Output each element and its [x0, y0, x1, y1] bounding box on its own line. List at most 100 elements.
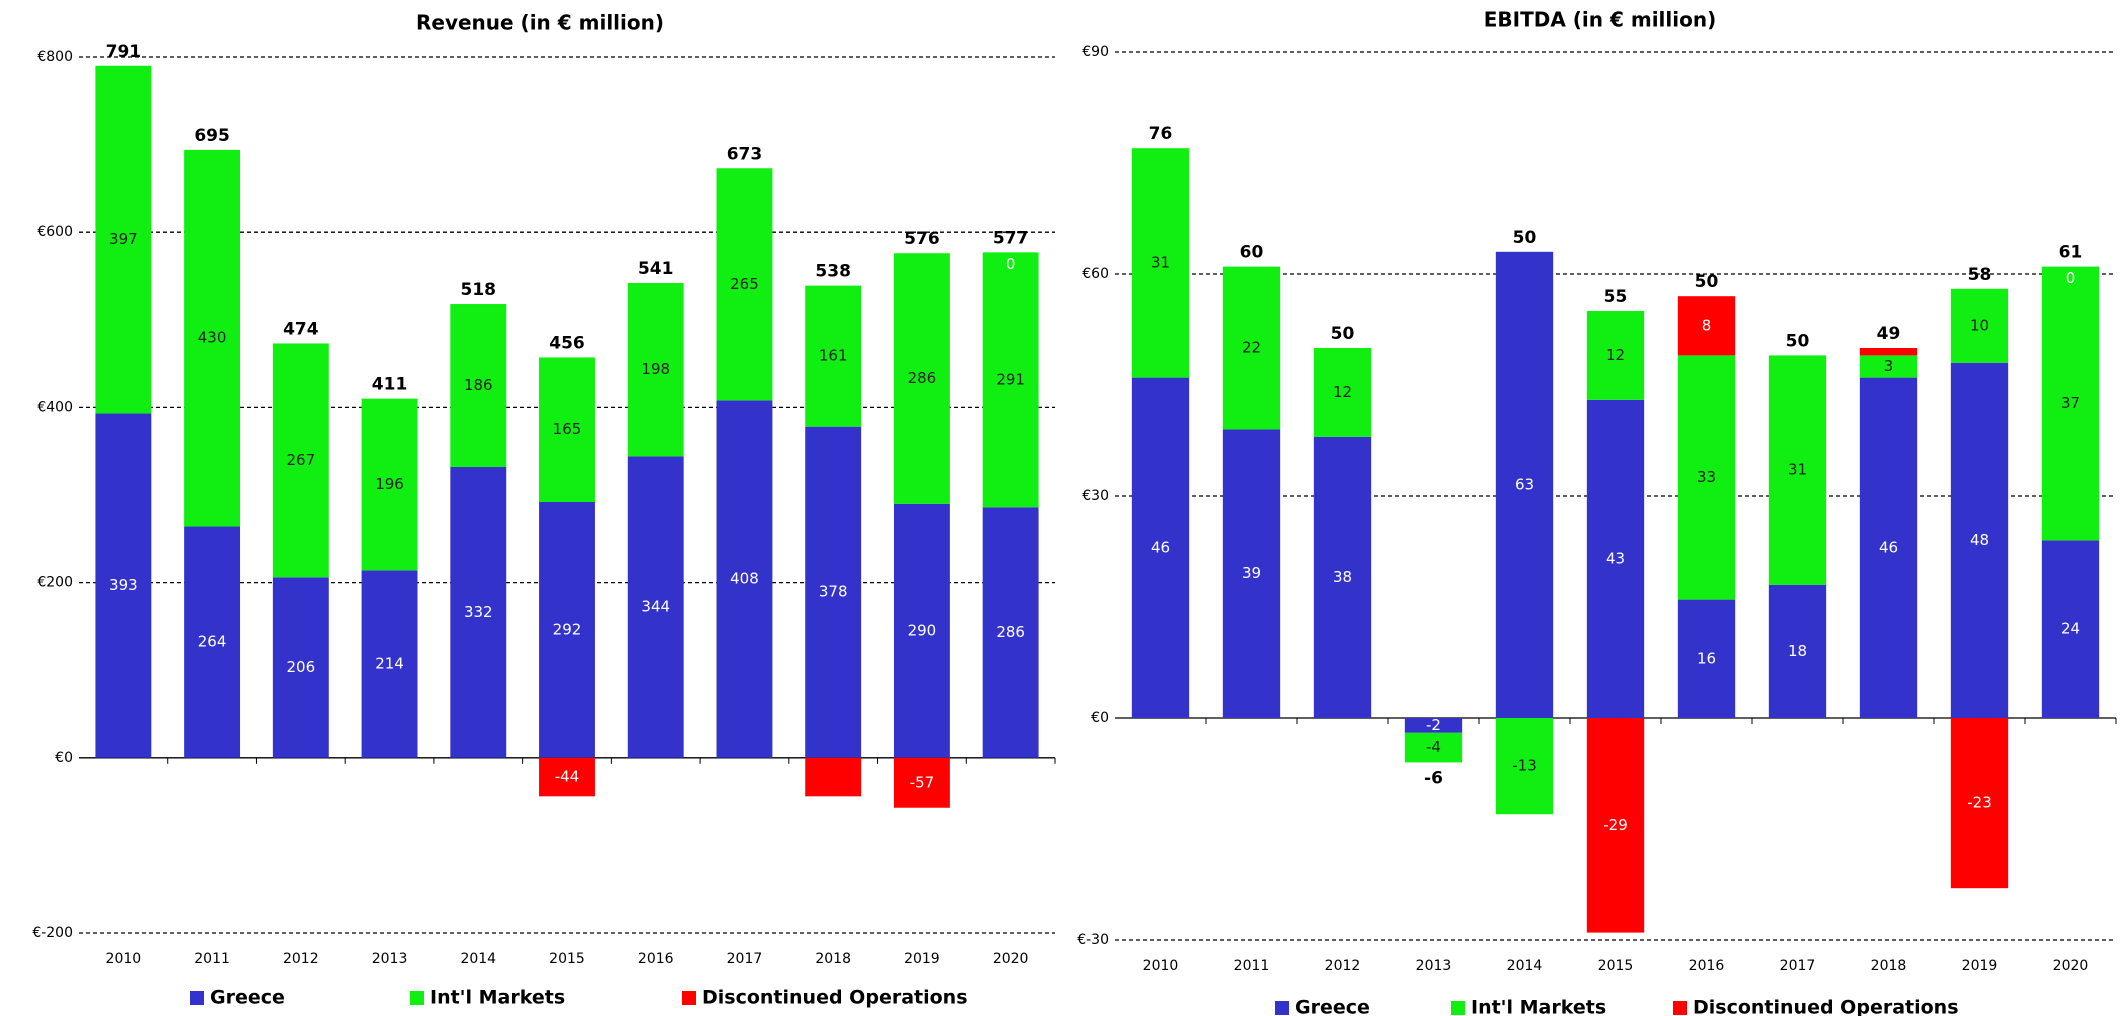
value-label: 344	[641, 598, 670, 616]
total-label: 541	[638, 259, 674, 279]
value-label: 16	[1697, 649, 1716, 667]
bar-segment	[893, 757, 950, 808]
legend-label: Discontinued Operations	[1693, 997, 1959, 1016]
x-tick-label: 2011	[1234, 958, 1270, 974]
value-label: 397	[109, 230, 138, 248]
y-tick-label: €0	[55, 750, 73, 766]
value-label: 214	[375, 655, 404, 673]
bar-segment	[1950, 288, 2009, 363]
total-label: 577	[993, 228, 1029, 248]
value-label: 10	[1970, 316, 1989, 334]
total-label: 50	[1695, 272, 1719, 292]
value-label: 291	[996, 370, 1025, 388]
x-tick-label: 2016	[638, 951, 674, 967]
value-label: -23	[1967, 794, 1992, 812]
bar-segment	[1495, 718, 1554, 815]
value-label: 430	[198, 329, 227, 347]
value-label: 206	[286, 658, 315, 676]
value-label: 196	[375, 475, 404, 493]
bar-segment	[272, 577, 329, 758]
total-label: 49	[1877, 324, 1901, 344]
bar-segment	[450, 304, 507, 467]
bar-segment	[539, 357, 595, 503]
bar-segment	[1495, 251, 1554, 719]
value-label: -57	[910, 773, 935, 791]
bar-segment	[982, 507, 1039, 758]
value-label: 18	[1788, 642, 1807, 660]
legend-swatch	[1275, 1001, 1289, 1015]
total-label: -6	[1424, 768, 1443, 788]
bar-segment	[2041, 266, 2100, 541]
bar-segment	[1131, 377, 1190, 718]
bar-segment	[893, 253, 950, 504]
value-label: 22	[1242, 339, 1261, 357]
total-label: 673	[727, 144, 763, 164]
bar-segment	[1586, 399, 1645, 718]
bar-segment	[1859, 348, 1918, 356]
chart-title: Revenue (in € million)	[416, 11, 664, 35]
y-tick-label: €90	[1082, 44, 1109, 60]
value-label: 46	[1879, 538, 1898, 556]
bar-segment	[361, 570, 418, 758]
bar-segment	[539, 757, 595, 797]
total-label: 50	[1786, 331, 1810, 351]
bar-segment	[1313, 436, 1372, 718]
bar-segment	[95, 413, 152, 758]
total-label: 61	[2059, 243, 2083, 263]
value-label: 186	[464, 376, 493, 394]
bar-segment	[1586, 311, 1645, 400]
legend-label: Int'l Markets	[430, 987, 565, 1009]
chart-title: EBITDA (in € million)	[1484, 8, 1717, 32]
total-label: 60	[1240, 243, 1264, 263]
bar-segment	[716, 168, 773, 401]
total-label: 695	[194, 126, 230, 146]
bar-segment	[1313, 348, 1372, 437]
bar-segment	[450, 466, 507, 758]
x-tick-label: 2020	[993, 951, 1029, 967]
value-label: 37	[2061, 394, 2080, 412]
total-label: 50	[1331, 324, 1355, 344]
x-tick-label: 2019	[904, 951, 940, 967]
legend-label: Greece	[1295, 997, 1370, 1016]
x-tick-label: 2013	[372, 951, 408, 967]
value-label: 165	[553, 420, 582, 438]
x-tick-label: 2016	[1689, 958, 1725, 974]
y-tick-label: €-30	[1077, 932, 1109, 948]
bar-segment	[539, 502, 595, 758]
total-label: 576	[904, 229, 940, 249]
bar-segment	[1768, 355, 1827, 585]
value-label: 0	[1006, 255, 1016, 273]
bar-segment	[627, 283, 684, 457]
bar-segment	[716, 400, 773, 758]
legend-label: Greece	[210, 987, 285, 1009]
value-label: 8	[1702, 316, 1712, 334]
value-label: 292	[553, 620, 582, 638]
y-tick-label: €30	[1082, 488, 1109, 504]
bar-segment	[1950, 362, 2009, 718]
value-label: 12	[1333, 383, 1352, 401]
value-label: -4	[1426, 738, 1441, 756]
value-label: 48	[1970, 531, 1989, 549]
bar-segment	[805, 285, 862, 427]
value-label: 38	[1333, 568, 1352, 586]
value-label: 290	[908, 621, 937, 639]
value-label: 31	[1788, 461, 1807, 479]
value-label: 63	[1515, 475, 1534, 493]
value-label: -44	[555, 768, 580, 786]
x-tick-label: 2015	[549, 951, 585, 967]
value-label: 43	[1606, 549, 1625, 567]
total-label: 55	[1604, 287, 1628, 307]
legend-label: Discontinued Operations	[702, 987, 968, 1009]
y-tick-label: €200	[37, 575, 73, 591]
total-label: 58	[1968, 265, 1992, 285]
bar-segment	[805, 757, 862, 797]
bar-segment	[1859, 355, 1918, 378]
value-label: 265	[730, 275, 759, 293]
value-label: 0	[2066, 269, 2076, 287]
total-label: 76	[1149, 124, 1173, 144]
value-label: 267	[286, 451, 315, 469]
bar-segment	[361, 398, 418, 571]
bar-segment	[1222, 266, 1281, 430]
value-label: 12	[1606, 346, 1625, 364]
